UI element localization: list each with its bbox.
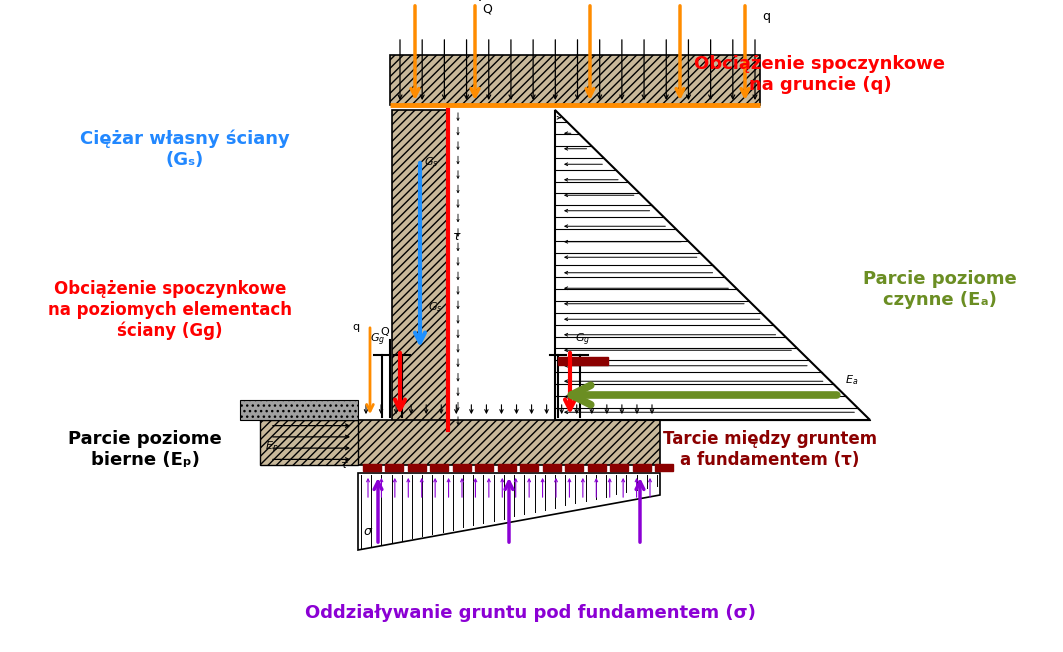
Text: Parcie poziome
czynne (Eₐ): Parcie poziome czynne (Eₐ) [863, 270, 1017, 309]
Text: $\tau$: $\tau$ [340, 460, 349, 470]
Text: Parcie poziome
bierne (Eₚ): Parcie poziome bierne (Eₚ) [68, 430, 222, 469]
Bar [520, 464, 538, 471]
Bar [558, 357, 608, 365]
Polygon shape [555, 110, 870, 420]
Text: $\sigma$: $\sigma$ [362, 525, 373, 538]
Bar [655, 464, 673, 471]
Bar [390, 55, 760, 105]
Bar [392, 110, 448, 430]
Text: $E_a$: $E_a$ [845, 373, 858, 387]
Text: Oddziaływanie gruntu pod fundamentem (σ): Oddziaływanie gruntu pod fundamentem (σ) [305, 604, 756, 622]
Text: q: q [762, 10, 770, 23]
Text: $G_s$: $G_s$ [428, 300, 442, 314]
Text: Tarcie między gruntem
a fundamentem (τ): Tarcie między gruntem a fundamentem (τ) [663, 430, 877, 469]
Bar [386, 464, 404, 471]
Bar [475, 464, 493, 471]
Text: $G_s$: $G_s$ [424, 155, 439, 169]
Polygon shape [260, 420, 358, 465]
Bar [497, 464, 516, 471]
Text: $G_g$: $G_g$ [370, 331, 385, 348]
Bar [610, 464, 628, 471]
Bar [566, 464, 584, 471]
Bar [543, 464, 560, 471]
Text: Ciężar własny ściany
(Gₛ): Ciężar własny ściany (Gₛ) [80, 130, 290, 170]
Text: $G_g$: $G_g$ [575, 331, 590, 348]
Text: $\tau$: $\tau$ [452, 230, 461, 243]
Bar [431, 464, 449, 471]
Text: Q: Q [482, 3, 492, 16]
Text: Obciążenie spoczynkowe
na poziomych elementach
ściany (Gɡ): Obciążenie spoczynkowe na poziomych elem… [48, 280, 292, 340]
Text: Obciążenie spoczynkowe
na gruncie (q): Obciążenie spoczynkowe na gruncie (q) [694, 55, 945, 94]
Bar [453, 464, 471, 471]
Polygon shape [240, 400, 358, 420]
Text: q: q [352, 322, 359, 332]
Text: Q: Q [381, 327, 389, 337]
Bar [588, 464, 606, 471]
Bar [632, 464, 651, 471]
Bar [362, 464, 381, 471]
Text: $E_p$: $E_p$ [265, 439, 279, 456]
Polygon shape [358, 473, 660, 550]
Bar [358, 420, 660, 465]
Bar [408, 464, 426, 471]
